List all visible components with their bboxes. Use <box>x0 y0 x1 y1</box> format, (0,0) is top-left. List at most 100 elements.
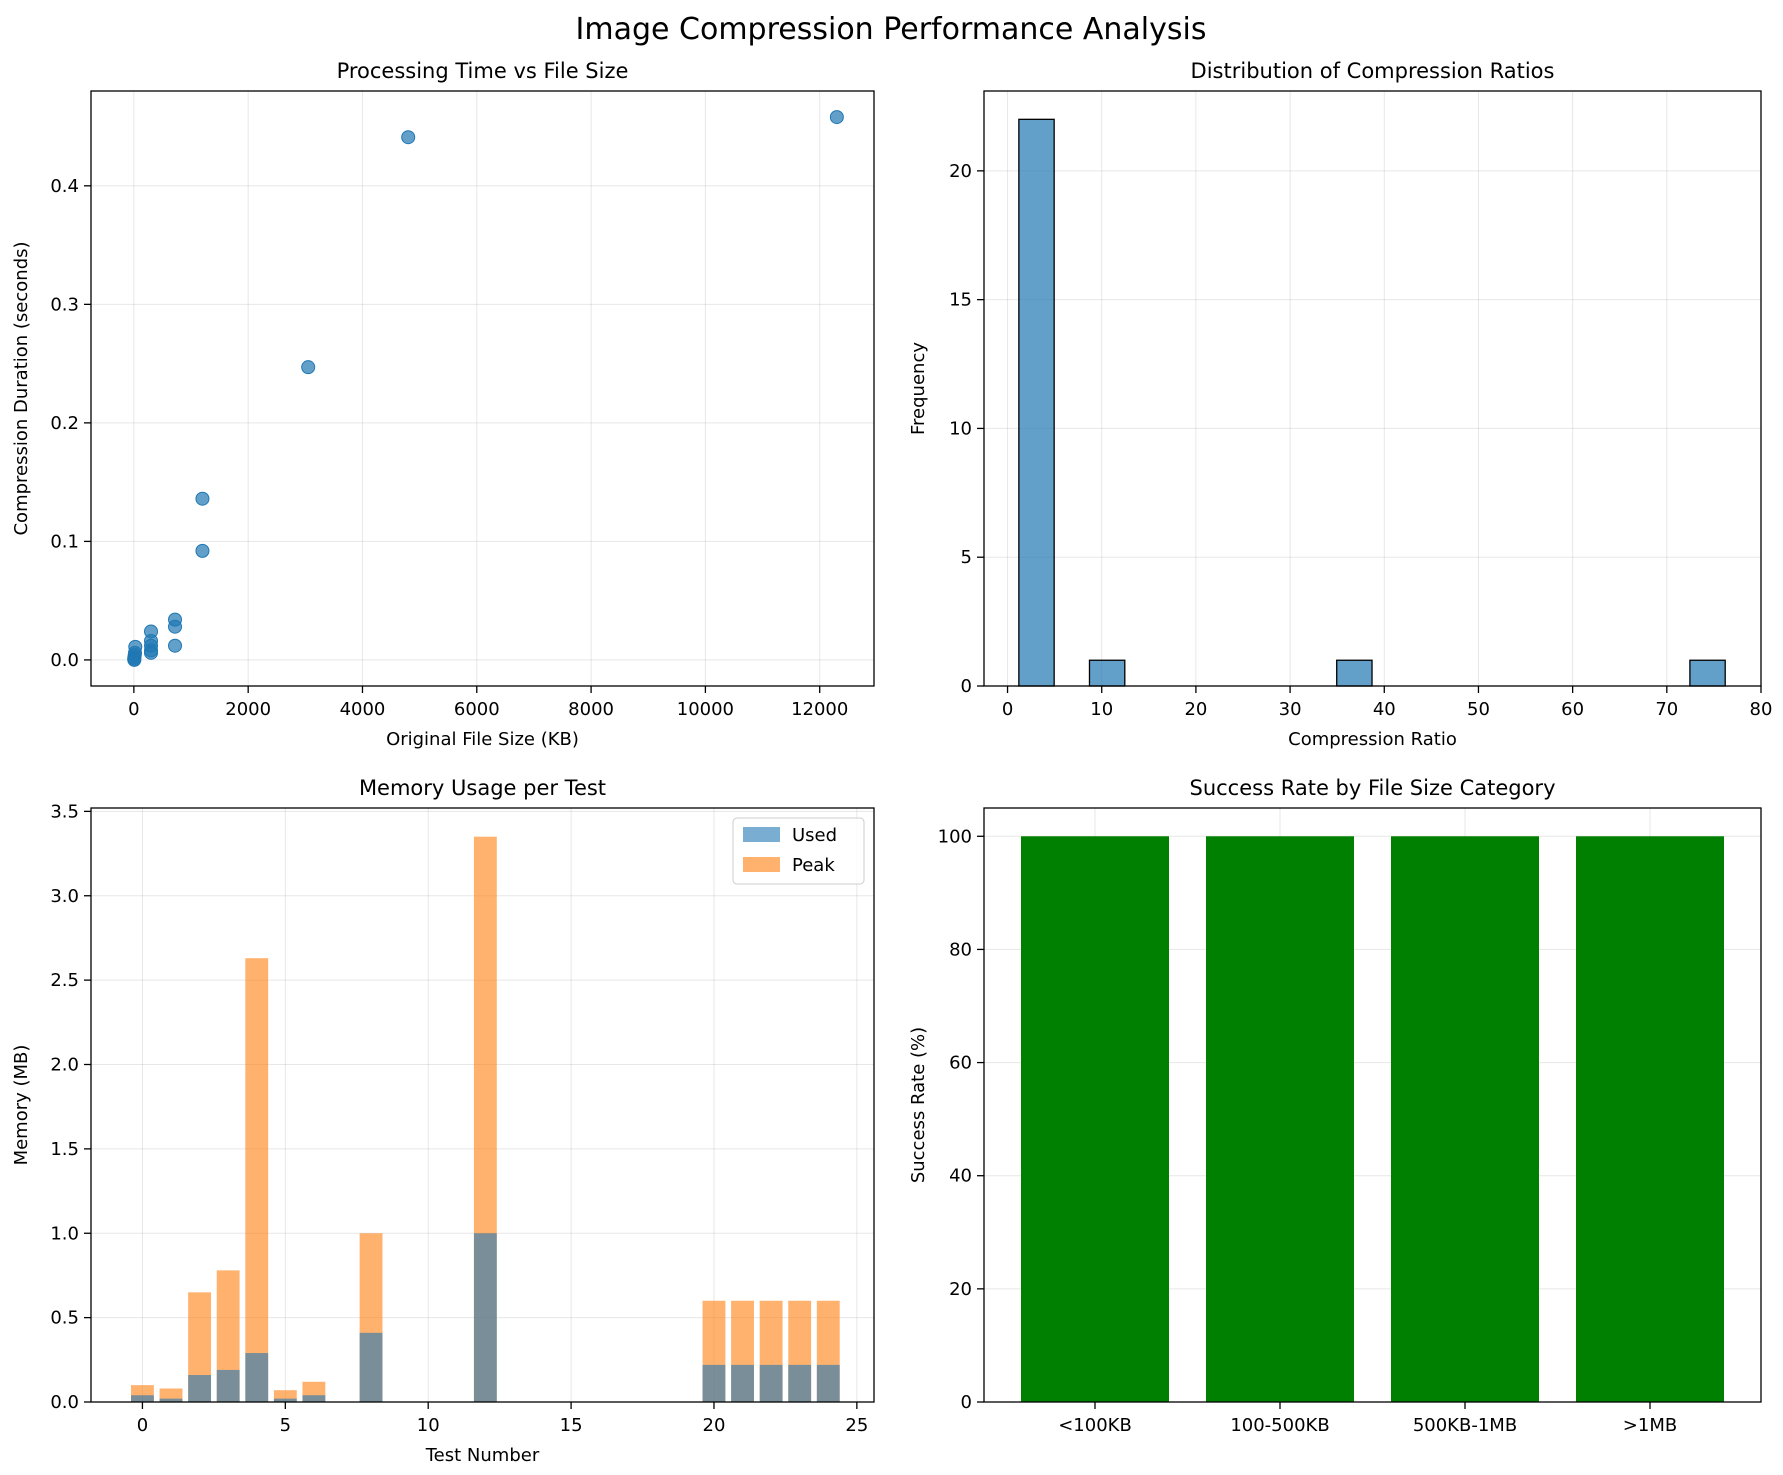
x-tick-label: 40 <box>1373 699 1396 720</box>
bar <box>1021 836 1169 1402</box>
histogram-bar <box>1336 659 1373 687</box>
bar-used <box>216 1369 240 1402</box>
x-tick-label: 100-500KB <box>1230 1415 1329 1436</box>
y-tick-label: 0.2 <box>50 413 79 434</box>
y-axis-label: Frequency <box>908 342 929 435</box>
legend-label-peak: Peak <box>792 855 835 876</box>
x-tick-label: 500KB-1MB <box>1413 1415 1517 1436</box>
scatter-point <box>127 652 142 667</box>
x-tick-label: 2000 <box>225 699 271 720</box>
x-tick-label: 20 <box>703 1415 726 1436</box>
y-tick-label: 0.0 <box>50 650 79 671</box>
axes-frame <box>90 90 875 687</box>
x-tick-label: 4000 <box>340 699 386 720</box>
histogram-bar <box>1018 118 1055 687</box>
x-tick-label: 5 <box>280 1415 291 1436</box>
chart-panel-4: <100KB 100-500KB 500KB-1MB >1MB 0 20 40 60 80 100… <box>908 776 1762 1436</box>
y-tick-label: 80 <box>949 939 972 960</box>
bar-peak <box>245 958 269 1402</box>
grid-lines <box>91 91 874 686</box>
axes-title: Success Rate by File Size Category <box>1190 776 1556 800</box>
scatter-point <box>301 360 316 375</box>
data-marks <box>1018 118 1726 687</box>
y-tick-label: 0.3 <box>50 294 79 315</box>
axes-frame <box>90 807 875 1403</box>
chart-panel-2: 0 10 20 30 40 50 60 70 80 0 5 10 15 20 Distribution of… <box>908 59 1772 750</box>
scatter-point <box>144 624 159 639</box>
scatter-point <box>195 543 210 558</box>
bar-peak <box>188 1292 212 1402</box>
x-tick-label: 10 <box>417 1415 440 1436</box>
x-tick-label: >1MB <box>1623 1415 1677 1436</box>
x-tick-label: 0 <box>1002 699 1013 720</box>
y-tick-label: 10 <box>949 418 972 439</box>
bar <box>1206 836 1354 1402</box>
axes-frame <box>983 90 1762 687</box>
y-axis-label: Compression Duration (seconds) <box>11 241 32 535</box>
chart-panel-1: 0 2000 4000 6000 8000 10000 12000 0.0 0.1 0.2 0.3 0… <box>11 59 875 750</box>
bar-used <box>245 1353 269 1402</box>
bar-used <box>359 1332 383 1402</box>
x-tick-label: <100KB <box>1058 1415 1132 1436</box>
y-tick-label: 40 <box>949 1166 972 1187</box>
histogram-bar <box>1689 659 1726 687</box>
x-tick-label: 12000 <box>791 699 848 720</box>
y-tick-label: 60 <box>949 1053 972 1074</box>
bar-used <box>759 1364 783 1402</box>
histogram-bar <box>1088 659 1126 687</box>
y-tick-label: 100 <box>938 826 972 847</box>
scatter-point <box>829 110 844 125</box>
bar-used <box>273 1398 297 1402</box>
y-tick-label: 5 <box>961 547 972 568</box>
y-axis-label: Success Rate (%) <box>908 1027 929 1183</box>
x-axis-label: Original File Size (KB) <box>386 729 579 750</box>
bar-peak <box>216 1270 240 1402</box>
x-tick-label: 8000 <box>568 699 614 720</box>
y-tick-label: 0.4 <box>50 176 79 197</box>
x-tick-label: 10000 <box>677 699 734 720</box>
y-tick-label: 0.5 <box>50 1308 79 1329</box>
data-marks <box>127 110 844 667</box>
y-tick-label: 0.1 <box>50 531 79 552</box>
y-tick-label: 0 <box>961 1392 972 1413</box>
scatter-point <box>168 638 183 653</box>
data-marks <box>131 836 840 1402</box>
axes-title: Distribution of Compression Ratios <box>1191 59 1555 83</box>
y-tick-label: 1.5 <box>50 1139 79 1160</box>
legend-swatch-used <box>743 827 780 842</box>
x-axis-label: Test Number <box>425 1445 540 1466</box>
figure-title: Image Compression Performance Analysis <box>576 12 1207 47</box>
axes-title: Processing Time vs File Size <box>337 59 629 83</box>
y-tick-label: 1.0 <box>50 1223 79 1244</box>
x-tick-label: 6000 <box>454 699 500 720</box>
bar-used <box>188 1375 212 1402</box>
y-tick-label: 20 <box>949 161 972 182</box>
x-tick-label: 0 <box>137 1415 148 1436</box>
y-tick-label: 0.0 <box>50 1392 79 1413</box>
bar-peak <box>273 1390 297 1402</box>
x-tick-label: 15 <box>560 1415 583 1436</box>
chart-panel-3: 0 5 10 15 20 25 0.0 0.5 1.0 1.5 2.0 2.5 3.0 3.5 Memory… <box>11 776 875 1466</box>
y-tick-label: 2.0 <box>50 1055 79 1076</box>
x-axis-label: Compression Ratio <box>1288 729 1457 750</box>
x-tick-label: 30 <box>1279 699 1302 720</box>
bar <box>1576 836 1724 1402</box>
x-tick-label: 60 <box>1561 699 1584 720</box>
bar-used <box>702 1364 726 1402</box>
plot-area <box>984 91 1761 686</box>
y-tick-label: 2.5 <box>50 970 79 991</box>
y-tick-label: 0 <box>961 676 972 697</box>
scatter-point <box>168 612 183 627</box>
scatter-point <box>195 491 210 506</box>
axes-title: Memory Usage per Test <box>359 776 606 800</box>
x-tick-label: 80 <box>1750 699 1773 720</box>
bar-used <box>788 1364 812 1402</box>
y-tick-label: 3.5 <box>50 801 79 822</box>
x-tick-label: 25 <box>845 1415 868 1436</box>
scatter-point <box>401 130 416 145</box>
bar-used <box>473 1233 497 1402</box>
legend: Used Peak <box>732 817 865 885</box>
x-tick-label: 20 <box>1184 699 1207 720</box>
plot-area <box>91 91 874 686</box>
